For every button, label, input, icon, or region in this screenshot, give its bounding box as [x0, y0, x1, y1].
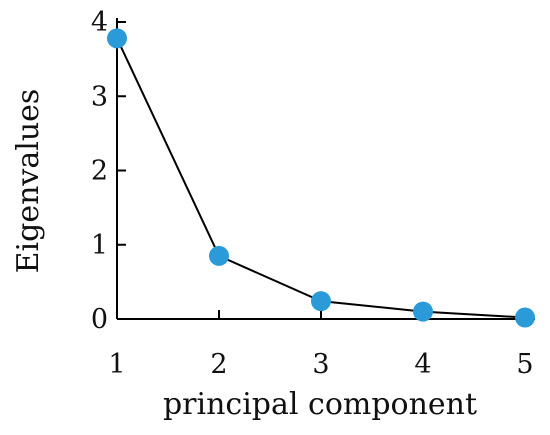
axes — [116, 18, 535, 320]
x-tick-label: 3 — [312, 349, 329, 380]
x-tick-label: 2 — [210, 349, 227, 380]
y-tick-label: 2 — [91, 156, 108, 187]
x-tick-label: 5 — [516, 349, 533, 380]
data-point — [515, 307, 535, 328]
y-axis-ticks: 0 1 2 3 4 — [91, 7, 126, 335]
x-axis-label: principal component — [163, 387, 477, 422]
data-point — [413, 301, 433, 322]
series-line — [116, 37, 526, 319]
y-tick-label: 1 — [91, 230, 108, 261]
data-point — [209, 245, 229, 266]
y-tick-label: 4 — [91, 7, 108, 38]
data-points — [107, 28, 535, 328]
x-axis-ticks: 1 2 3 4 5 — [108, 310, 534, 380]
x-tick-label: 1 — [108, 349, 125, 380]
data-point — [107, 28, 127, 49]
data-point — [311, 291, 331, 312]
y-tick-label: 3 — [91, 81, 108, 112]
y-tick-label: 0 — [91, 304, 108, 335]
y-axis-label: Eigenvalues — [11, 89, 46, 274]
x-tick-label: 4 — [414, 349, 431, 380]
